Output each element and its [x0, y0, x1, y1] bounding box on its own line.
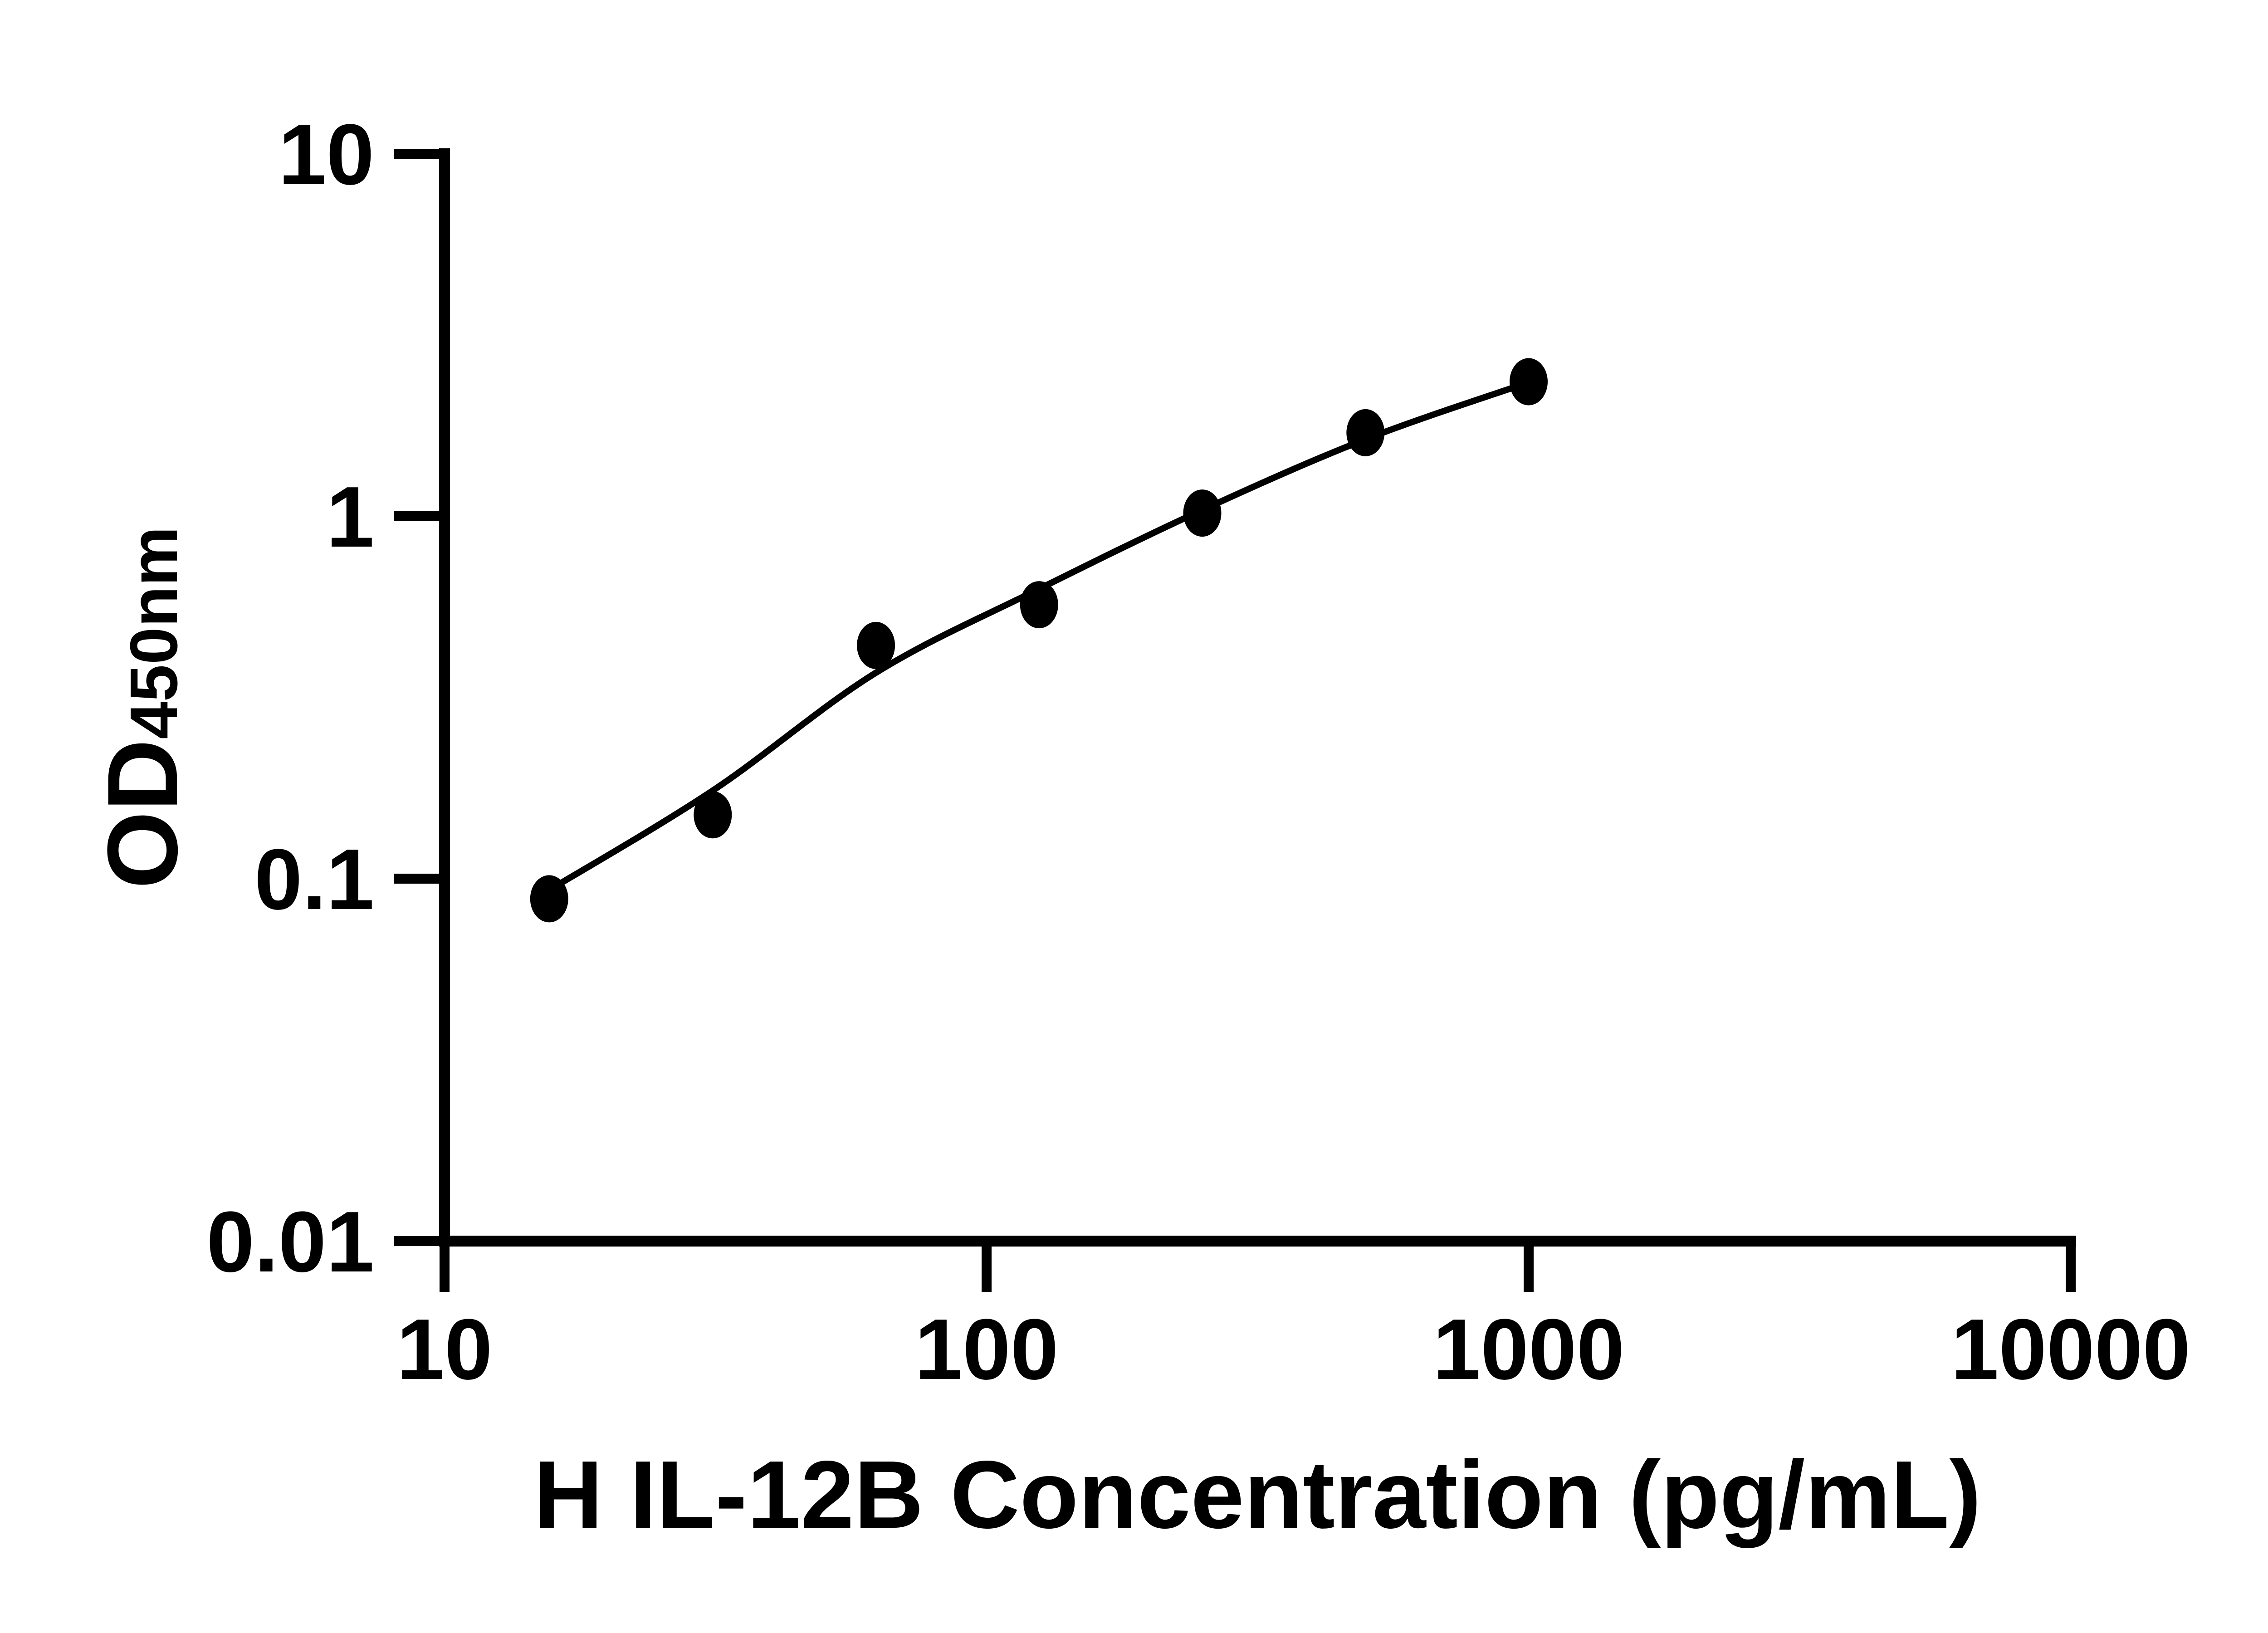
data-point-62.5 [857, 621, 895, 669]
tick-labels-layer: 0.01 0.1 1 10 10 100 1000 10000 [206, 107, 2190, 1398]
y-axis-title-main: OD [87, 739, 198, 889]
y-tick-label-0.01: 0.01 [206, 1194, 374, 1290]
y-axis-title-subscript: 450nm [117, 527, 191, 739]
data-point-15.6 [530, 875, 568, 923]
y-tick-label-10: 10 [279, 107, 374, 203]
y-tick-label-1: 1 [326, 469, 374, 565]
data-point-1000 [1510, 358, 1548, 406]
ticks-layer [394, 149, 2076, 1292]
x-tick-label-10: 10 [396, 1301, 492, 1398]
axes-layer [439, 148, 2076, 1247]
axis-titles-layer: H IL-12B Concentration (pg/mL) OD450nm [87, 527, 1981, 1548]
data-point-125 [1020, 581, 1058, 629]
x-tick-label-100: 100 [914, 1301, 1058, 1398]
x-axis-title: H IL-12B Concentration (pg/mL) [533, 1441, 1981, 1548]
y-axis-title: OD450nm [87, 527, 198, 889]
y-tick-label-0.1: 0.1 [254, 831, 374, 928]
x-tick-label-1000: 1000 [1433, 1301, 1625, 1398]
x-tick-label-10000: 10000 [1951, 1301, 2190, 1398]
data-point-31.25 [694, 791, 732, 839]
data-point-250 [1183, 489, 1222, 537]
data-points-layer [530, 358, 1548, 923]
data-point-500 [1346, 409, 1385, 456]
